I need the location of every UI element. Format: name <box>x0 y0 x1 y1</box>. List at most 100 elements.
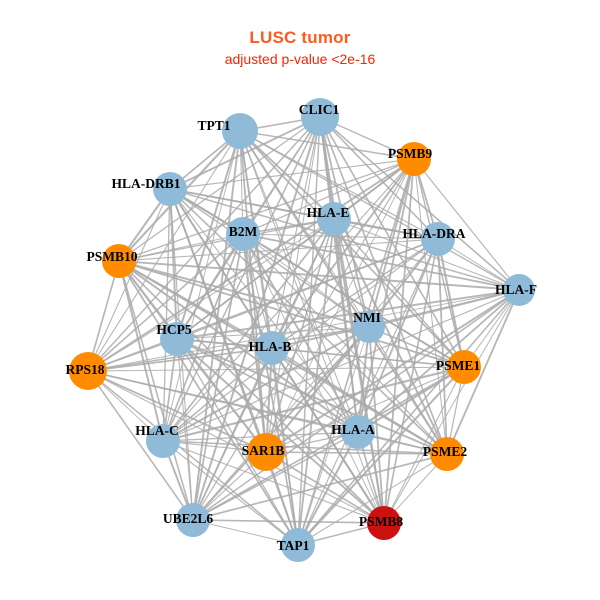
edge <box>446 289 520 455</box>
node-label-psme1: PSME1 <box>436 358 481 373</box>
edge <box>118 260 370 328</box>
edge <box>242 233 385 524</box>
node-label-ube2l6: UBE2L6 <box>163 511 214 526</box>
edge <box>118 260 465 368</box>
edge <box>162 238 439 442</box>
edge <box>176 130 241 340</box>
edge <box>87 233 244 372</box>
edge <box>333 218 370 328</box>
node-label-hla-b: HLA-B <box>249 339 292 354</box>
node-label-hla-drb1: HLA-DRB1 <box>111 176 180 191</box>
edge <box>242 158 415 235</box>
node-hla-drb1[interactable] <box>153 172 187 206</box>
node-ube2l6[interactable] <box>176 503 210 537</box>
edge <box>271 347 448 455</box>
edge <box>87 260 120 372</box>
node-psmb10[interactable] <box>102 244 136 278</box>
edge <box>176 289 520 340</box>
node-label-psme2: PSME2 <box>423 444 468 459</box>
edge <box>242 233 273 349</box>
node-label-psmb9: PSMB9 <box>388 146 433 161</box>
node-label-clic1: CLIC1 <box>299 102 340 117</box>
edge <box>297 453 448 546</box>
edge <box>319 116 520 291</box>
edge <box>169 188 370 328</box>
edge <box>271 289 520 349</box>
edge <box>162 188 171 442</box>
edge <box>239 130 359 433</box>
node-hla-f[interactable] <box>503 274 535 306</box>
node-nmi[interactable] <box>353 311 385 343</box>
edge <box>169 158 415 190</box>
node-hla-b[interactable] <box>255 331 289 365</box>
edge <box>319 116 439 240</box>
edge <box>87 188 171 372</box>
edge <box>265 289 520 453</box>
edge <box>239 130 465 368</box>
edge <box>118 238 439 262</box>
node-hcp5[interactable] <box>160 322 194 356</box>
edge <box>242 233 520 291</box>
node-label-layer: TPT1 CLIC1 PSMB9 HLA-DRB1 HLA-E B2M HLA-DRA PSM… <box>65 102 537 553</box>
node-sar1b[interactable] <box>247 433 285 471</box>
edge <box>176 338 359 433</box>
edge <box>118 260 194 521</box>
edge <box>162 158 415 442</box>
edge <box>192 519 385 524</box>
edge <box>87 347 273 372</box>
edge <box>242 233 439 240</box>
edge <box>357 289 520 433</box>
edge <box>271 347 359 433</box>
node-psmb9[interactable] <box>397 142 431 176</box>
edge <box>239 130 385 524</box>
edge <box>162 347 273 442</box>
node-label-hla-a: HLA-A <box>331 422 375 437</box>
edge <box>356 326 371 433</box>
edge <box>242 233 448 455</box>
edge <box>383 289 520 524</box>
edge <box>192 347 273 521</box>
edge <box>192 519 299 546</box>
edge <box>271 238 439 349</box>
node-label-tap1: TAP1 <box>277 538 310 553</box>
edge <box>176 218 335 340</box>
node-rps18[interactable] <box>69 352 107 390</box>
node-hla-dra[interactable] <box>421 222 455 256</box>
node-clic1[interactable] <box>301 98 339 136</box>
node-psme2[interactable] <box>430 437 464 471</box>
node-layer <box>69 98 535 562</box>
edge <box>169 116 321 190</box>
node-label-nmi: NMI <box>353 310 381 325</box>
edge <box>297 326 370 546</box>
edge <box>118 233 244 262</box>
edge <box>265 451 385 524</box>
node-hla-a[interactable] <box>341 415 375 449</box>
edge <box>192 233 244 521</box>
node-tap1[interactable] <box>281 528 315 562</box>
edge <box>87 289 520 372</box>
edge <box>87 370 267 453</box>
edge <box>239 130 448 455</box>
node-tpt1[interactable] <box>222 113 258 149</box>
node-label-psmb10: PSMB10 <box>86 249 137 264</box>
node-hla-e[interactable] <box>317 202 351 236</box>
edge <box>192 238 439 521</box>
edge <box>169 188 448 455</box>
edge <box>176 233 244 340</box>
edge <box>265 116 321 453</box>
node-hla-c[interactable] <box>146 424 180 458</box>
edge <box>242 233 370 328</box>
node-label-hcp5: HCP5 <box>156 322 191 337</box>
node-label-hla-c: HLA-C <box>135 423 179 438</box>
node-psme1[interactable] <box>447 350 481 384</box>
node-label-rps18: RPS18 <box>65 362 104 377</box>
edge <box>192 431 359 521</box>
edge <box>413 158 520 291</box>
edge <box>333 218 439 240</box>
edge <box>265 366 465 453</box>
edge <box>118 218 335 262</box>
node-b2m[interactable] <box>226 217 260 251</box>
edge <box>242 233 359 433</box>
node-psmb8[interactable] <box>367 506 401 540</box>
edge <box>118 260 164 442</box>
